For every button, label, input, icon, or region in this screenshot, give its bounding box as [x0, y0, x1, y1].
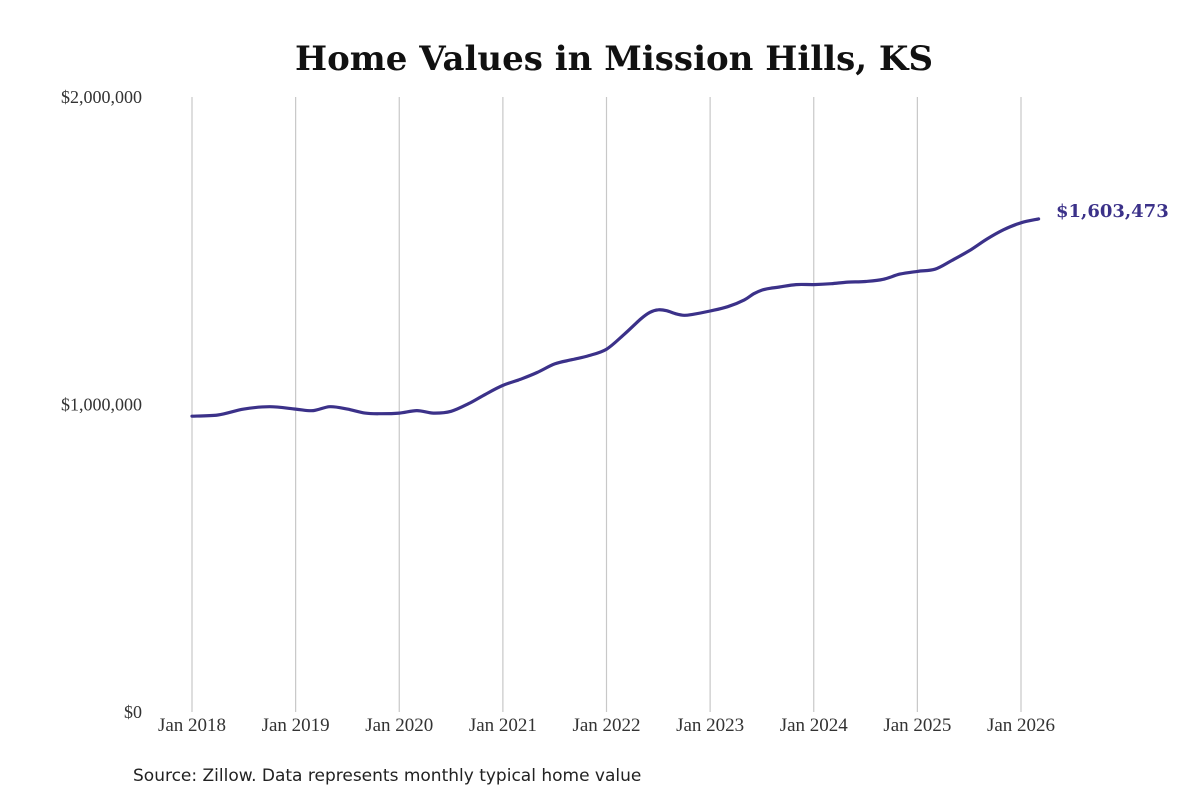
gridlines	[191, 97, 1022, 712]
x-tick-label: Jan 2020	[365, 715, 433, 736]
x-tick-label: Jan 2023	[676, 715, 744, 736]
chart-title: Home Values in Mission Hills, KS	[295, 39, 933, 79]
end-value-label: $1,603,473	[1056, 201, 1169, 222]
x-tick-label: Jan 2021	[469, 715, 537, 736]
x-axis-ticks: Jan 2018 Jan 2019 Jan 2020 Jan 2021 Jan 2022…	[158, 715, 1055, 736]
x-tick-label: Jan 2026	[987, 715, 1055, 736]
x-tick-label: Jan 2024	[780, 715, 849, 736]
y-tick-label: $1,000,000	[61, 395, 142, 415]
series-line-home-value	[190, 217, 1041, 418]
y-axis-ticks: $0 $1,000,000 $2,000,000	[61, 87, 142, 722]
x-tick-label: Jan 2019	[262, 715, 330, 736]
x-tick-label: Jan 2018	[158, 715, 226, 736]
y-tick-label: $2,000,000	[61, 87, 142, 107]
y-tick-label: $0	[124, 702, 142, 722]
x-tick-label: Jan 2022	[572, 715, 640, 736]
x-tick-label: Jan 2025	[883, 715, 951, 736]
source-note: Source: Zillow. Data represents monthly …	[133, 766, 641, 786]
